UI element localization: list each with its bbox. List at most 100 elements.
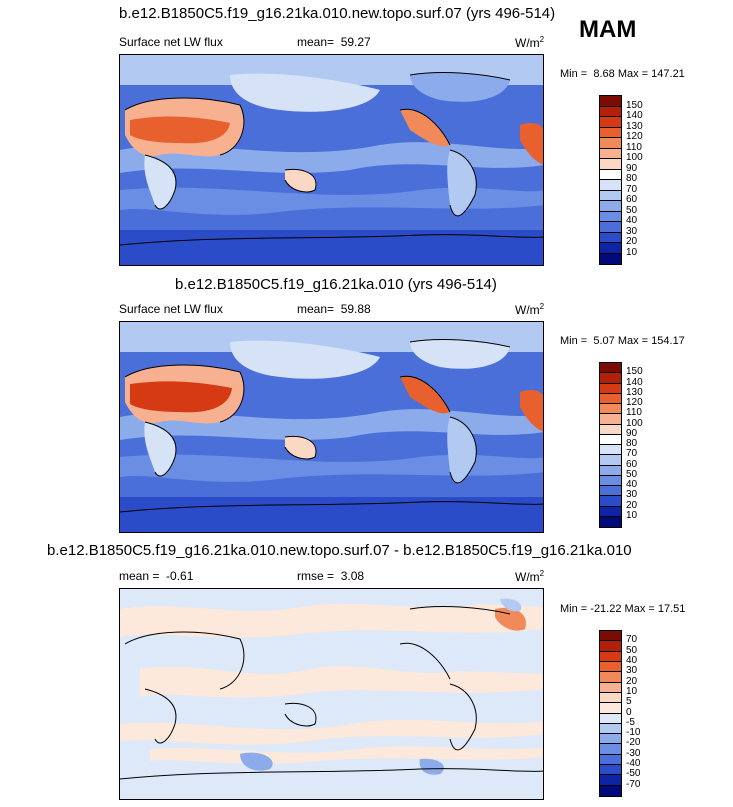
panel-1-mean: mean= 59.27: [297, 35, 371, 49]
colorbar-1-tick-label: 80: [626, 173, 638, 184]
panel-2-map-svg: [120, 322, 543, 532]
colorbar-2-cell: [600, 424, 621, 435]
colorbar-2-cell: [600, 383, 621, 394]
panel-2-mean: mean= 59.88: [297, 302, 371, 316]
colorbar-2-cell: [600, 404, 621, 415]
colorbar-1-cell: [600, 180, 621, 191]
colorbar-2-cell: [600, 496, 621, 507]
colorbar-1-cell: [600, 148, 621, 159]
panel-3-map: [119, 588, 544, 800]
colorbar-3-cell: [600, 754, 621, 766]
panel-2-title: b.e12.B1850C5.f19_g16.21ka.010 (yrs 496-…: [175, 276, 497, 293]
panel-3-mean-value: -0.61: [166, 569, 194, 583]
colorbar-1-cell: [600, 96, 621, 107]
panel-1-map-svg: [120, 55, 543, 265]
panel-2-colorbar: [599, 362, 622, 528]
panel-1-variable-label: Surface net LW flux: [119, 35, 223, 49]
colorbar-2-tick-label: 80: [626, 438, 638, 449]
colorbar-3-cell: [600, 631, 621, 642]
colorbar-1-cell: [600, 169, 621, 180]
panel-1-units: W/m2: [515, 35, 545, 50]
colorbar-2-cell: [600, 393, 621, 404]
colorbar-2-cell: [600, 373, 621, 384]
colorbar-1-tick-label: 150: [626, 99, 643, 111]
colorbar-1-cell: [600, 211, 621, 222]
colorbar-3-cell: [600, 775, 621, 786]
colorbar-3-tick-label: 70: [626, 634, 638, 646]
colorbar-3-tick-label: -50: [626, 768, 641, 780]
colorbar-2-cell: [600, 434, 621, 445]
colorbar-3-tick-label: 20: [626, 675, 638, 687]
colorbar-3-cell: [600, 651, 621, 662]
colorbar-2-cell: [600, 455, 621, 466]
colorbar-3-cell: [600, 661, 621, 673]
colorbar-1-tick-label: 10: [626, 246, 638, 258]
colorbar-3-tick-label: 10: [626, 685, 638, 697]
colorbar-2-tick-label: 100: [626, 417, 643, 429]
colorbar-3-tick-label: -20: [626, 737, 641, 749]
panel-2-units: W/m2: [515, 302, 545, 317]
panel-3-colorbar-ticks: 70 50 40 30 20 10 5 0 -5 -10 -20 -30 -40 -50 -70: [626, 630, 666, 797]
panel-3-rmse-label: rmse =: [297, 569, 335, 583]
colorbar-1-cell: [600, 117, 621, 128]
panel-1-colorbar-ticks: 150 140 130 120 110 100 90 80 70 60 50 40 30 20 10: [626, 95, 666, 265]
panel-2-colorbar-ticks: 150 140 130 120 110 100 90 80 70 60 50 40 30 20 10: [626, 362, 666, 528]
colorbar-1-cell: [600, 222, 621, 233]
panel-3-mean: mean = -0.61: [119, 569, 193, 583]
colorbar-1-tick-label: 50: [626, 204, 638, 216]
colorbar-1-tick-label: 60: [626, 194, 638, 205]
colorbar-1-cell: [600, 243, 621, 254]
colorbar-3-cell: [600, 734, 621, 745]
colorbar-1-cell: [600, 253, 621, 264]
colorbar-2-tick-label: 60: [626, 458, 638, 470]
colorbar-2-tick-label: 150: [626, 366, 643, 378]
panel-3-rmse: rmse = 3.08: [297, 569, 364, 583]
colorbar-1-cell: [600, 159, 621, 170]
panel-3-rmse-value: 3.08: [340, 569, 365, 583]
colorbar-2-tick-label: 50: [626, 468, 638, 480]
colorbar-1-tick-label: 30: [626, 225, 638, 237]
colorbar-1-cell: [600, 138, 621, 149]
colorbar-3-tick-label: -40: [626, 758, 641, 770]
colorbar-1-tick-label: 40: [626, 215, 638, 226]
colorbar-1-tick-label: 120: [626, 131, 643, 142]
colorbar-1-tick-label: 130: [626, 120, 643, 132]
season-label: MAM: [579, 16, 637, 43]
colorbar-1-tick-label: 140: [626, 110, 643, 121]
panel-1-mean-value: 59.27: [340, 35, 371, 49]
colorbar-3-tick-label: 0: [626, 706, 632, 718]
panel-3-units: W/m2: [515, 569, 545, 584]
colorbar-3-cell: [600, 713, 621, 724]
colorbar-3-cell: [600, 765, 621, 776]
colorbar-2-tick-label: 20: [626, 499, 638, 511]
panel-3-colorbar: [599, 630, 622, 797]
colorbar-2-tick-label: 110: [626, 407, 642, 419]
panel-1-title: b.e12.B1850C5.f19_g16.21ka.010.new.topo.…: [119, 5, 556, 22]
colorbar-2-tick-label: 40: [626, 479, 638, 490]
colorbar-3-cell: [600, 785, 621, 796]
colorbar-2-cell: [600, 414, 621, 425]
colorbar-1-cell: [600, 127, 621, 138]
panel-2-variable-label: Surface net LW flux: [119, 302, 223, 316]
colorbar-3-tick-label: 5: [626, 696, 632, 708]
colorbar-3-tick-label: 30: [626, 665, 638, 677]
colorbar-3-tick-label: -70: [626, 778, 641, 790]
colorbar-3-cell: [600, 692, 621, 704]
panel-2-map: [119, 321, 544, 533]
panel-2-minmax: Min = 5.07 Max = 154.17: [560, 335, 685, 347]
colorbar-1-tick-label: 70: [626, 183, 638, 195]
panel-1-minmax: Min = 8.68 Max = 147.21: [560, 68, 685, 80]
colorbar-3-cell: [600, 682, 621, 693]
colorbar-2-tick-label: 30: [626, 489, 638, 501]
colorbar-2-tick-label: 120: [626, 397, 643, 408]
colorbar-3-tick-label: 50: [626, 644, 638, 656]
colorbar-3-cell: [600, 723, 621, 735]
panel-3-title: b.e12.B1850C5.f19_g16.21ka.010.new.topo.…: [47, 542, 632, 559]
colorbar-2-cell: [600, 506, 621, 517]
colorbar-3-tick-label: -30: [626, 747, 641, 759]
colorbar-2-cell: [600, 475, 621, 486]
colorbar-2-cell: [600, 445, 621, 456]
colorbar-1-tick-label: 110: [626, 141, 642, 153]
colorbar-3-cell: [600, 641, 621, 652]
colorbar-1-tick-label: 90: [626, 162, 638, 174]
